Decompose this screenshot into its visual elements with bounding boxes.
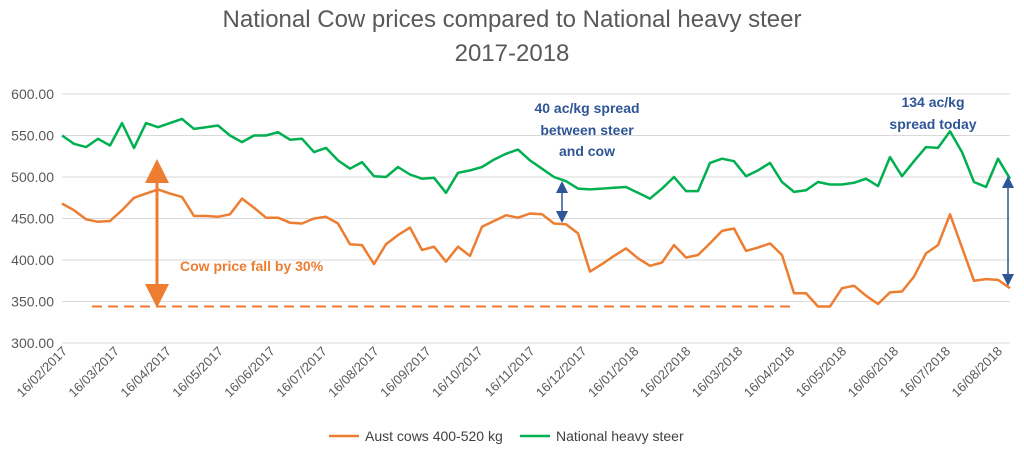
x-tick-label: 16/06/2017 <box>221 344 278 401</box>
x-tick-label: 16/08/2017 <box>325 344 382 401</box>
x-tick-label: 16/04/2017 <box>117 344 174 401</box>
x-tick-label: 16/12/2017 <box>533 344 590 401</box>
x-tick-label: 16/02/2018 <box>637 344 694 401</box>
x-tick-label: 16/01/2018 <box>585 344 642 401</box>
y-tick-label: 300.00 <box>11 335 54 351</box>
series-line-steer <box>61 117 1012 200</box>
cow-fall-annotation: Cow price fall by 30% <box>180 258 324 274</box>
spread-today-annotation: spread today <box>889 116 976 132</box>
x-tick-label: 16/06/2018 <box>845 344 902 401</box>
spread-middle-annotation: 40 ac/kg spread <box>534 100 639 116</box>
y-tick-label: 550.00 <box>11 128 54 144</box>
spread-middle-annotation: and cow <box>559 143 615 159</box>
chart-title: National Cow prices compared to National… <box>222 6 802 33</box>
y-tick-label: 450.00 <box>11 211 54 227</box>
x-tick-label: 16/03/2017 <box>65 344 122 401</box>
y-tick-label: 350.00 <box>11 294 54 310</box>
x-tick-label: 16/10/2017 <box>429 344 486 401</box>
x-tick-label: 16/08/2018 <box>948 344 1005 401</box>
series-line-cows <box>61 188 1011 308</box>
chart-subtitle: 2017-2018 <box>454 40 570 67</box>
x-tick-label: 16/11/2017 <box>482 344 538 400</box>
x-tick-label: 16/05/2018 <box>793 344 850 401</box>
x-tick-label: 16/04/2018 <box>741 344 798 401</box>
x-tick-label: 16/07/2017 <box>273 344 330 401</box>
legend-label: Aust cows 400-520 kg <box>365 428 503 444</box>
spread-today-annotation: 134 ac/kg <box>901 94 964 110</box>
x-tick-label: 16/07/2018 <box>897 344 954 401</box>
x-tick-label: 16/03/2018 <box>689 344 746 401</box>
y-tick-label: 500.00 <box>11 169 54 185</box>
legend-label: National heavy steer <box>556 428 684 444</box>
x-tick-label: 16/09/2017 <box>377 344 434 401</box>
y-tick-label: 600.00 <box>11 86 54 102</box>
x-tick-label: 16/02/2017 <box>13 344 70 401</box>
x-tick-label: 16/05/2017 <box>169 344 226 401</box>
spread-middle-annotation: between steer <box>540 122 634 138</box>
y-tick-label: 400.00 <box>11 252 54 268</box>
